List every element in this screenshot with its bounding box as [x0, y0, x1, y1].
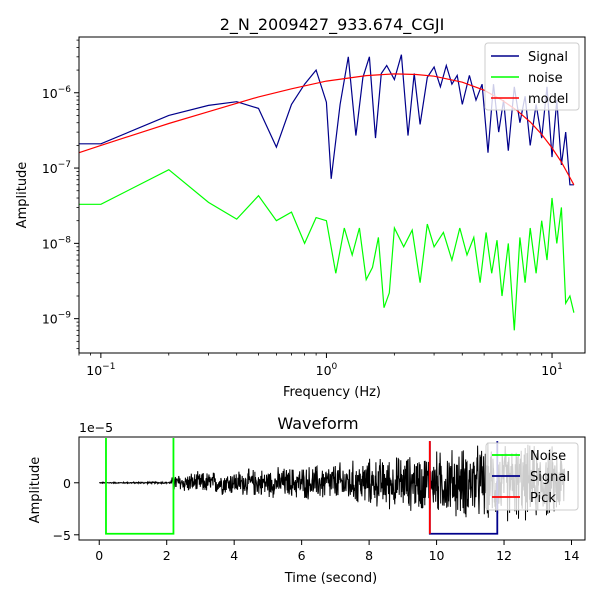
legend-label-noise: Noise: [530, 449, 566, 464]
spectrum-y-label: Amplitude: [15, 162, 30, 229]
x-tick-label: 0: [95, 548, 103, 563]
spectrum-chart: 2_N_2009427_933.674_CGJI 10−1 100 101 10−9…: [15, 15, 586, 400]
x-tick-label: 4: [230, 548, 238, 563]
spectrum-legend: Signal noise model: [484, 42, 580, 111]
y-tick-label: 10−9: [42, 311, 71, 327]
y-tick-label: 0: [63, 476, 71, 491]
legend-label-model: model: [528, 92, 568, 107]
x-tick-label: 101: [541, 362, 563, 378]
spectrum-y-ticks: 10−9 10−8 10−7 10−6: [42, 39, 79, 350]
x-tick-label: 8: [365, 548, 373, 563]
series-line-signal: [79, 54, 574, 186]
waveform-title: Waveform: [277, 414, 358, 433]
series-line-model: [78, 73, 575, 186]
x-tick-label: 6: [298, 548, 306, 563]
waveform-offset-text: 1e−5: [79, 420, 113, 435]
y-tick-label: 10−7: [42, 160, 71, 176]
waveform-y-ticks: −5 0: [53, 476, 79, 543]
x-tick-label: 2: [163, 548, 171, 563]
y-tick-label: 10−8: [42, 235, 71, 251]
series-line-noise: [79, 168, 575, 331]
spectrum-title: 2_N_2009427_933.674_CGJI: [220, 15, 445, 35]
legend-box: [485, 442, 579, 511]
y-tick-label: −5: [53, 528, 71, 543]
waveform-y-label: Amplitude: [28, 457, 43, 524]
waveform-axes-frame: [78, 436, 586, 541]
spectrum-x-ticks: 10−1 100 101: [78, 353, 563, 378]
spectrum-x-label: Frequency (Hz): [283, 385, 381, 400]
waveform-x-label: Time (second): [284, 571, 377, 586]
waveform-x-ticks: 0 2 4 6 8 10 12 14: [95, 540, 580, 563]
waveform-chart: Waveform 1e−5 0 2 4 6 8 10 12 14 −5 0 Time (seco…: [28, 414, 586, 586]
x-tick-label: 10−1: [86, 362, 115, 378]
legend-label-noise: noise: [528, 71, 563, 86]
legend-box: [484, 42, 580, 111]
x-tick-label: 14: [564, 548, 580, 563]
legend-label-signal: Signal: [530, 470, 570, 485]
spectrum-series: [78, 54, 575, 331]
y-tick-label: 10−6: [42, 85, 71, 101]
spectrum-axes-frame: [78, 36, 586, 354]
x-tick-label: 10: [429, 548, 445, 563]
legend-label-pick: Pick: [530, 491, 556, 506]
x-tick-label: 12: [496, 548, 512, 563]
x-tick-label: 100: [316, 362, 338, 378]
legend-label-signal: Signal: [528, 50, 568, 65]
window-noise: [105, 438, 175, 535]
waveform-legend: Noise Signal Pick: [485, 442, 579, 511]
